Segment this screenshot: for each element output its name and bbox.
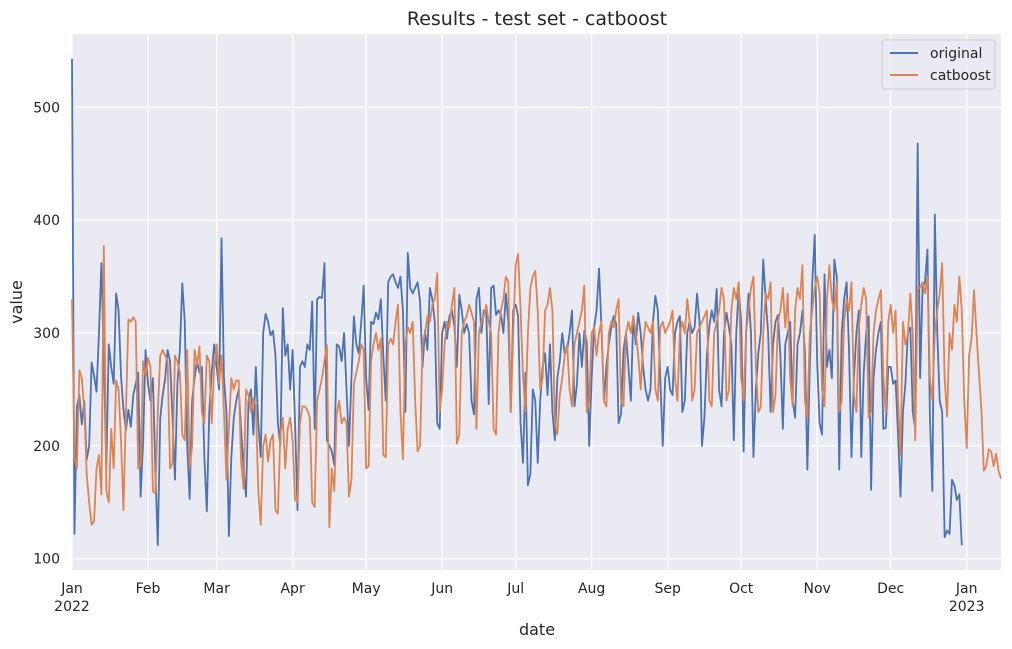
x-tick-label: Sep	[654, 581, 681, 597]
series-line-catboost	[71, 245, 1002, 529]
series-layer	[71, 58, 1002, 547]
y-axis-label: value	[7, 280, 26, 324]
y-tick-label: 100	[33, 552, 60, 568]
x-gridlines	[71, 34, 968, 570]
series-line-original	[71, 58, 963, 547]
x-tick-label: Apr	[280, 581, 304, 597]
y-tick-label: 300	[33, 326, 60, 342]
y-tick-label: 400	[33, 213, 60, 229]
x-tick-label: Jan	[60, 581, 83, 597]
x-tick-label: Nov	[803, 581, 830, 597]
x-tick-label: Jan	[955, 581, 978, 597]
x-tick-label: Aug	[578, 581, 605, 597]
legend-label-original: original	[930, 46, 982, 62]
y-tick-label: 200	[33, 439, 60, 455]
x-tick-label: Mar	[203, 581, 230, 597]
x-tick-label: Feb	[136, 581, 161, 597]
x-tick-label: Jul	[506, 581, 524, 597]
x-tick-label: May	[352, 581, 381, 597]
x-tick-year-label: 2023	[949, 599, 985, 615]
x-tick-label: Jun	[430, 581, 453, 597]
y-tick-label: 500	[33, 100, 60, 116]
x-tick-year-label: 2022	[54, 599, 90, 615]
y-axis-ticks: 100 200 300 400 500	[33, 100, 60, 567]
x-tick-label: Oct	[729, 581, 754, 597]
legend-label-catboost: catboost	[930, 68, 991, 84]
x-axis-ticks: Jan 2022 Feb Mar Apr May Jun Jul Aug Sep Oct Nov Dec…	[54, 581, 984, 615]
legend: original catboost	[881, 39, 996, 90]
x-tick-label: Dec	[877, 581, 904, 597]
x-axis-label: date	[519, 620, 555, 639]
chart-title: Results - test set - catboost	[407, 8, 667, 30]
